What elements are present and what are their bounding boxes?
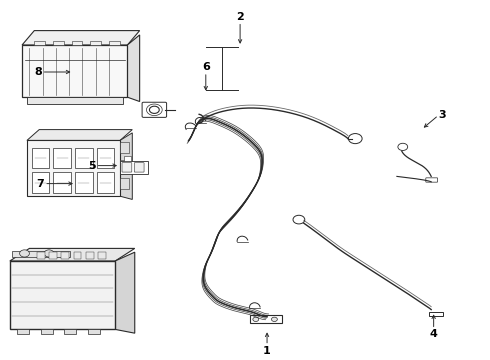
FancyBboxPatch shape bbox=[74, 252, 81, 259]
Polygon shape bbox=[22, 31, 140, 45]
Circle shape bbox=[253, 317, 259, 321]
Circle shape bbox=[293, 215, 305, 224]
FancyBboxPatch shape bbox=[90, 41, 101, 45]
FancyBboxPatch shape bbox=[134, 163, 144, 172]
FancyBboxPatch shape bbox=[97, 148, 114, 168]
Text: 2: 2 bbox=[236, 12, 244, 22]
FancyBboxPatch shape bbox=[120, 178, 129, 189]
FancyBboxPatch shape bbox=[142, 102, 167, 117]
FancyBboxPatch shape bbox=[61, 252, 69, 259]
Circle shape bbox=[20, 250, 29, 257]
Polygon shape bbox=[127, 35, 140, 102]
FancyBboxPatch shape bbox=[41, 329, 53, 334]
FancyBboxPatch shape bbox=[120, 161, 148, 174]
Text: 4: 4 bbox=[430, 329, 438, 339]
FancyBboxPatch shape bbox=[12, 251, 70, 257]
FancyBboxPatch shape bbox=[32, 172, 49, 193]
FancyBboxPatch shape bbox=[32, 148, 49, 168]
FancyBboxPatch shape bbox=[122, 163, 132, 172]
FancyBboxPatch shape bbox=[53, 148, 71, 168]
FancyBboxPatch shape bbox=[75, 172, 93, 193]
FancyBboxPatch shape bbox=[109, 41, 120, 45]
FancyBboxPatch shape bbox=[37, 252, 45, 259]
FancyBboxPatch shape bbox=[22, 45, 127, 97]
FancyBboxPatch shape bbox=[86, 252, 94, 259]
FancyBboxPatch shape bbox=[34, 41, 45, 45]
FancyBboxPatch shape bbox=[27, 97, 122, 104]
Text: 5: 5 bbox=[88, 161, 96, 171]
FancyBboxPatch shape bbox=[75, 148, 93, 168]
Polygon shape bbox=[120, 133, 132, 199]
FancyBboxPatch shape bbox=[97, 172, 114, 193]
FancyBboxPatch shape bbox=[17, 329, 29, 334]
FancyBboxPatch shape bbox=[88, 329, 100, 334]
Text: 7: 7 bbox=[36, 179, 44, 189]
Polygon shape bbox=[27, 130, 132, 140]
Text: 6: 6 bbox=[202, 62, 210, 72]
FancyBboxPatch shape bbox=[98, 252, 106, 259]
FancyBboxPatch shape bbox=[10, 261, 115, 329]
Polygon shape bbox=[115, 252, 135, 333]
FancyBboxPatch shape bbox=[429, 312, 443, 316]
Text: 8: 8 bbox=[34, 67, 42, 77]
Polygon shape bbox=[10, 248, 135, 261]
FancyBboxPatch shape bbox=[120, 142, 129, 153]
FancyBboxPatch shape bbox=[250, 315, 282, 323]
FancyBboxPatch shape bbox=[72, 41, 82, 45]
FancyBboxPatch shape bbox=[426, 178, 438, 182]
Circle shape bbox=[348, 134, 362, 144]
Circle shape bbox=[398, 143, 408, 150]
Circle shape bbox=[271, 317, 277, 321]
FancyBboxPatch shape bbox=[124, 156, 131, 161]
FancyBboxPatch shape bbox=[120, 160, 129, 171]
FancyBboxPatch shape bbox=[49, 252, 57, 259]
FancyBboxPatch shape bbox=[27, 140, 120, 196]
FancyBboxPatch shape bbox=[64, 329, 76, 334]
FancyBboxPatch shape bbox=[53, 41, 64, 45]
Text: 3: 3 bbox=[439, 110, 446, 120]
FancyBboxPatch shape bbox=[53, 172, 71, 193]
Circle shape bbox=[44, 250, 54, 257]
Text: 1: 1 bbox=[263, 346, 271, 356]
